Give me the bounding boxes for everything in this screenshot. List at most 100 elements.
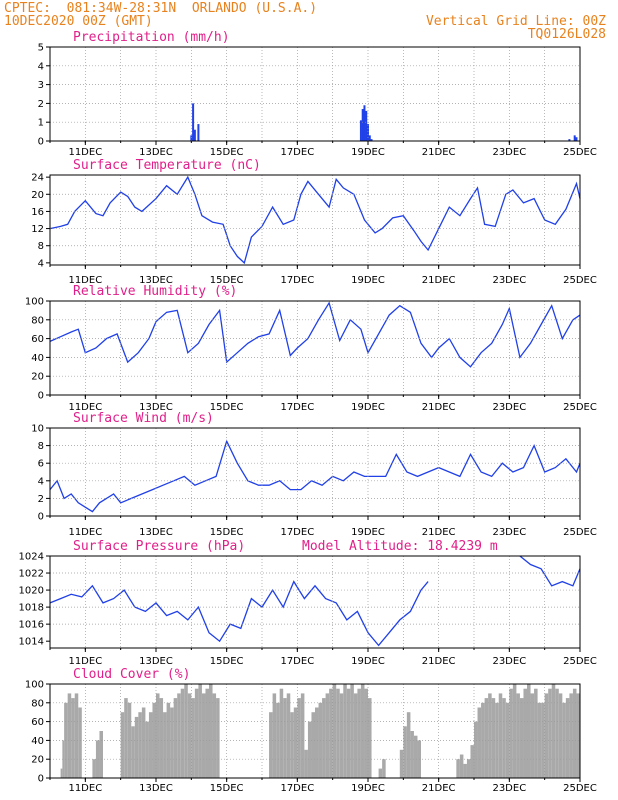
cloud-bar (99, 731, 103, 778)
cloud-bar (131, 726, 135, 778)
cloud-bar (67, 693, 72, 778)
cloud-bar (555, 688, 559, 778)
y-tick-label: 1018 (19, 603, 44, 614)
cloud-bar (74, 693, 79, 778)
x-tick-label: 19DEC (351, 402, 385, 413)
panel-1: Precipitation (mm/h) 0 1 2 3 4 5 11DEC 13DEC 15DE… (38, 30, 597, 158)
cloud-bar (474, 721, 478, 778)
cloud-bar (325, 693, 330, 778)
cloud-bar (62, 740, 65, 778)
y-tick-label: 8 (38, 241, 44, 252)
x-tick-label: 23DEC (492, 275, 526, 286)
y-tick-label: 4 (38, 258, 44, 269)
cloud-bar (286, 693, 291, 778)
y-tick-label: 6 (38, 459, 44, 470)
series-line (49, 580, 429, 647)
y-tick-label: 1014 (19, 637, 44, 648)
cloud-bar (343, 684, 347, 778)
x-tick-label: 25DEC (563, 402, 597, 413)
plot-frame (49, 555, 581, 649)
cloud-bar (198, 684, 202, 778)
cloud-bar (152, 702, 156, 778)
cloud-bar (293, 707, 298, 778)
precip-bar (359, 120, 362, 141)
x-tick-label: 15DEC (210, 527, 244, 538)
x-tick-label: 11DEC (68, 656, 102, 667)
cloud-bar (339, 693, 344, 778)
cloud-bar (177, 693, 181, 778)
panel-title: Cloud Cover (%) (73, 667, 190, 682)
header-model-id: TQ0126L028 (527, 27, 606, 42)
cloud-bar (353, 693, 358, 778)
y-tick-label: 1022 (19, 569, 44, 580)
cloud-bar (283, 698, 287, 778)
panel-title: Surface Wind (m/s) (73, 411, 214, 426)
y-tick-label: 40 (31, 736, 44, 747)
cloud-bar (332, 684, 337, 778)
y-tick-label: 16 (31, 207, 44, 218)
x-tick-label: 19DEC (351, 527, 385, 538)
cloud-bar (134, 716, 139, 778)
cloud-bar (488, 693, 492, 778)
y-tick-label: 60 (31, 334, 44, 345)
cloud-bar (148, 712, 153, 778)
cloud-bar (311, 712, 315, 778)
cloud-bar (124, 698, 128, 778)
cloud-bar (368, 698, 372, 778)
cloud-bar (456, 759, 460, 778)
cloud-bar (307, 721, 312, 778)
y-tick-label: 5 (38, 43, 44, 54)
precip-bar (365, 110, 368, 141)
x-tick-label: 25DEC (563, 656, 597, 667)
y-tick-label: 1024 (19, 552, 44, 563)
cloud-bar (141, 707, 146, 778)
cloud-bar (279, 688, 284, 778)
cloud-bar (491, 698, 496, 778)
cloud-bar (519, 698, 524, 778)
x-tick-label: 11DEC (68, 527, 102, 538)
y-tick-label: 20 (31, 755, 44, 766)
panel-4: Surface Wind (m/s) 0 2 4 6 8 10 11DEC 13DEC 15DEC… (31, 411, 597, 538)
cloud-bar (191, 698, 195, 778)
y-tick-label: 8 (38, 441, 44, 452)
x-tick-label: 25DEC (563, 783, 597, 794)
precip-bar (190, 135, 193, 141)
x-tick-label: 13DEC (139, 275, 173, 286)
precip-bar (368, 135, 371, 141)
x-tick-label: 23DEC (492, 147, 526, 158)
x-tick-label: 21DEC (422, 783, 456, 794)
y-tick-label: 10 (31, 424, 44, 435)
precip-bar (361, 109, 364, 141)
cloud-bar (209, 684, 213, 778)
x-tick-label: 11DEC (68, 783, 102, 794)
precip-bar (568, 139, 571, 141)
cloud-bar (322, 698, 326, 778)
cloud-bar (194, 688, 199, 778)
x-tick-label: 13DEC (139, 402, 173, 413)
cloud-bar (269, 712, 273, 778)
y-tick-label: 60 (31, 717, 44, 728)
series-line (49, 301, 581, 368)
cloud-bar (329, 688, 333, 778)
x-tick-label: 23DEC (492, 527, 526, 538)
cloud-bar (304, 749, 308, 778)
header-grid-note: Vertical Grid Line: 00Z (425, 14, 606, 29)
cloud-bar (470, 745, 474, 778)
plot-frame (49, 300, 581, 396)
y-tick-label: 80 (31, 698, 44, 709)
cloud-bar (544, 693, 549, 778)
cloud-bar (378, 768, 383, 778)
y-tick-label: 100 (25, 680, 44, 691)
x-tick-label: 13DEC (139, 783, 173, 794)
panel-title: Surface Pressure (hPa) (73, 539, 245, 554)
precip-bar (367, 124, 369, 141)
plot-frame (49, 174, 581, 266)
cloud-bar (484, 698, 489, 778)
x-tick-label: 21DEC (422, 147, 456, 158)
y-tick-label: 0 (38, 512, 44, 523)
x-tick-label: 23DEC (492, 402, 526, 413)
cloud-bar (477, 707, 482, 778)
x-tick-label: 19DEC (351, 656, 385, 667)
y-tick-label: 12 (31, 224, 44, 235)
